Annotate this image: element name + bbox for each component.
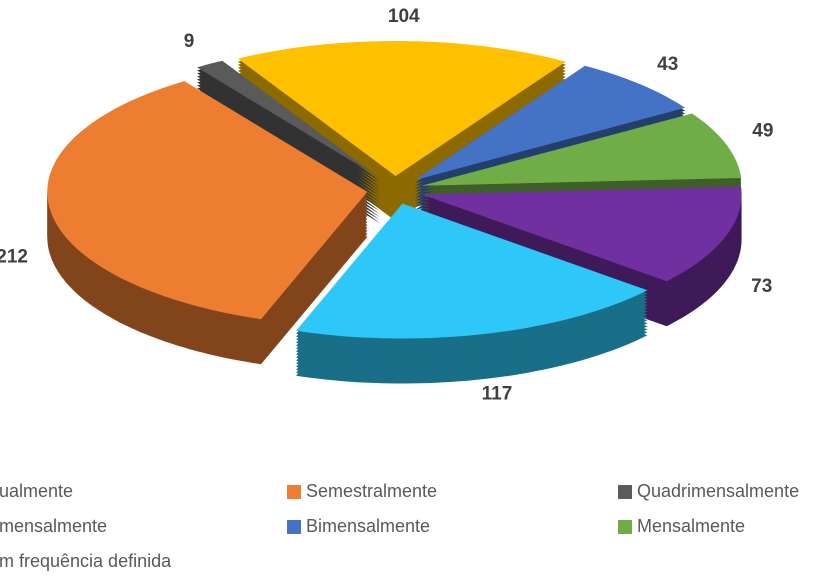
legend-label: Bimensalmente [306, 516, 430, 536]
legend-swatch [618, 520, 632, 534]
legend-label: ualmente [0, 481, 73, 501]
legend-label: m frequência definida [0, 551, 172, 571]
legend-swatch [287, 520, 301, 534]
slice-top [47, 81, 368, 320]
data-label: 117 [482, 383, 513, 404]
slice-top [421, 186, 742, 282]
data-label: 9 [184, 31, 195, 52]
slice-top [237, 41, 566, 176]
legend-label: Semestralmente [306, 481, 437, 501]
data-label: 104 [388, 6, 420, 27]
data-label: 43 [657, 54, 678, 75]
data-label: 73 [751, 276, 772, 297]
legend-swatch [287, 485, 301, 499]
slice [296, 203, 648, 384]
slice [47, 81, 368, 365]
slice-top [197, 60, 381, 179]
data-label: 49 [752, 120, 773, 141]
legend-label: mensalmente [0, 516, 107, 536]
slice-top [421, 113, 742, 186]
slice-top [414, 65, 686, 181]
legend-swatch [618, 485, 632, 499]
legend-label: Mensalmente [637, 516, 745, 536]
legend-label: Quadrimensalmente [637, 481, 799, 501]
slice-top [296, 203, 648, 339]
slice [237, 41, 566, 221]
data-label: 212 [0, 246, 28, 267]
